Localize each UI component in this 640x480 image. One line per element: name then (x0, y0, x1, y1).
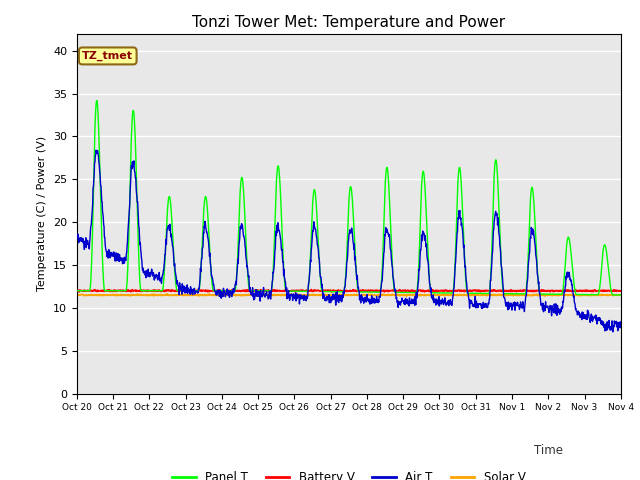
Legend: Panel T, Battery V, Air T, Solar V: Panel T, Battery V, Air T, Solar V (168, 466, 530, 480)
Text: TZ_tmet: TZ_tmet (82, 51, 133, 61)
Text: Time: Time (534, 444, 563, 456)
Title: Tonzi Tower Met: Temperature and Power: Tonzi Tower Met: Temperature and Power (192, 15, 506, 30)
Y-axis label: Temperature (C) / Power (V): Temperature (C) / Power (V) (37, 136, 47, 291)
